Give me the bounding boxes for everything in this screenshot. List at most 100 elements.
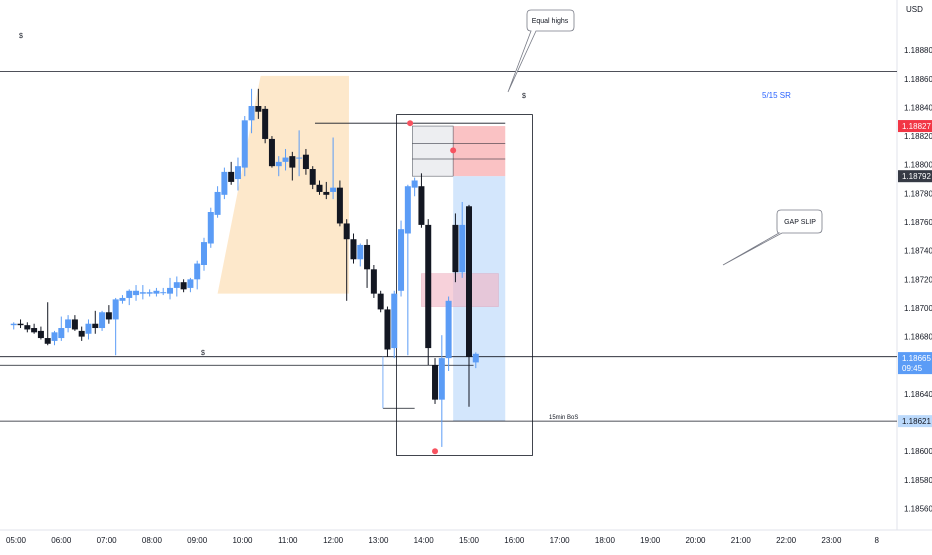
candle: [153, 287, 160, 297]
candle-body: [452, 224, 459, 273]
currency-label: USD: [906, 5, 923, 14]
sr-label: 5/15 SR: [762, 91, 791, 100]
x-tick-label: 14:00: [414, 536, 435, 545]
candle: [296, 130, 303, 177]
price-badge-value: 1.18665: [902, 354, 931, 363]
candle-body: [234, 166, 241, 180]
candle: [289, 151, 296, 181]
candle-body: [336, 187, 343, 224]
candle-body: [255, 106, 262, 112]
candle: [452, 213, 459, 283]
candle: [160, 287, 167, 296]
candle: [105, 305, 112, 324]
low-dot: [432, 448, 439, 455]
equal-highs-label: Equal highs: [532, 18, 569, 25]
candle: [241, 116, 248, 177]
candle-body: [153, 290, 160, 294]
candle: [85, 319, 92, 340]
candle-body: [92, 323, 99, 329]
x-tick-label: 22:00: [776, 536, 797, 545]
stop-loss-zone: [453, 126, 506, 177]
candle: [99, 310, 106, 331]
candle-body: [78, 330, 85, 337]
candle-body: [248, 106, 255, 121]
candle-body: [139, 292, 146, 294]
candle-body: [418, 186, 425, 225]
candle-body: [105, 312, 112, 320]
candle: [309, 166, 316, 190]
candle-body: [58, 328, 65, 339]
x-tick-label: 13:00: [368, 536, 389, 545]
candle-body: [425, 224, 432, 349]
candle: [51, 330, 58, 346]
x-tick-label: 20:00: [685, 536, 706, 545]
candle: [275, 156, 282, 177]
candle: [234, 157, 241, 191]
candle-body: [180, 282, 187, 290]
entry-dot: [450, 147, 457, 154]
price-badge-value: 1.18792: [902, 172, 931, 181]
y-tick-label: 1.18740: [904, 247, 932, 256]
candle: [126, 289, 133, 306]
candle: [282, 148, 289, 171]
candle: [343, 219, 350, 301]
candle: [438, 335, 445, 447]
candle: [323, 181, 330, 200]
candle: [255, 88, 262, 119]
equal-highs-callout[interactable]: Equal highs: [507, 9, 575, 93]
candle: [146, 289, 153, 297]
candle-body: [384, 309, 391, 350]
x-tick-label: 09:00: [187, 536, 208, 545]
candle: [112, 297, 119, 356]
candle: [221, 167, 228, 200]
candle-body: [17, 323, 24, 326]
candle-body: [31, 328, 38, 333]
candle: [92, 310, 99, 334]
candle-body: [194, 263, 201, 280]
gap-slip-callout[interactable]: GAP SLIP: [722, 209, 823, 266]
candle: [316, 180, 323, 195]
candle: [330, 137, 337, 200]
candle: [384, 306, 391, 357]
candle: [364, 239, 371, 288]
candle: [214, 186, 221, 218]
candle: [418, 173, 425, 228]
candle: [445, 296, 452, 371]
rally-zone: [217, 75, 349, 294]
y-tick-label: 1.18820: [904, 132, 932, 141]
candle: [17, 319, 24, 329]
candle: [432, 358, 439, 404]
bos-label: 15min BoS: [549, 415, 578, 421]
price-badge: [898, 170, 932, 183]
price-badge-sub: 09:45: [902, 364, 923, 373]
y-tick-label: 1.18840: [904, 103, 932, 112]
candle-body: [214, 191, 221, 215]
price-badge: [898, 415, 932, 428]
candle: [207, 207, 214, 248]
candle: [200, 237, 207, 271]
candle-body: [316, 184, 323, 192]
candle-body: [24, 325, 31, 330]
y-tick-label: 1.18720: [904, 275, 932, 284]
candle: [44, 302, 51, 346]
candle: [78, 326, 85, 341]
price-badge: [898, 352, 932, 375]
x-tick-label: 18:00: [595, 536, 616, 545]
candle-body: [200, 242, 207, 265]
candle-body: [126, 290, 133, 298]
candle: [391, 290, 398, 359]
x-tick-label: 15:00: [459, 536, 480, 545]
candle: [24, 322, 31, 333]
candle: [71, 315, 78, 331]
candle: [139, 285, 146, 300]
candle-body: [391, 293, 398, 349]
candle-body: [207, 212, 214, 244]
x-tick-label: 05:00: [6, 536, 27, 545]
dollar-marker-top: $: [19, 33, 23, 40]
candle-body: [228, 171, 235, 182]
candle-body: [37, 330, 44, 339]
candle: [370, 265, 377, 298]
y-tick-label: 1.18760: [904, 218, 932, 227]
